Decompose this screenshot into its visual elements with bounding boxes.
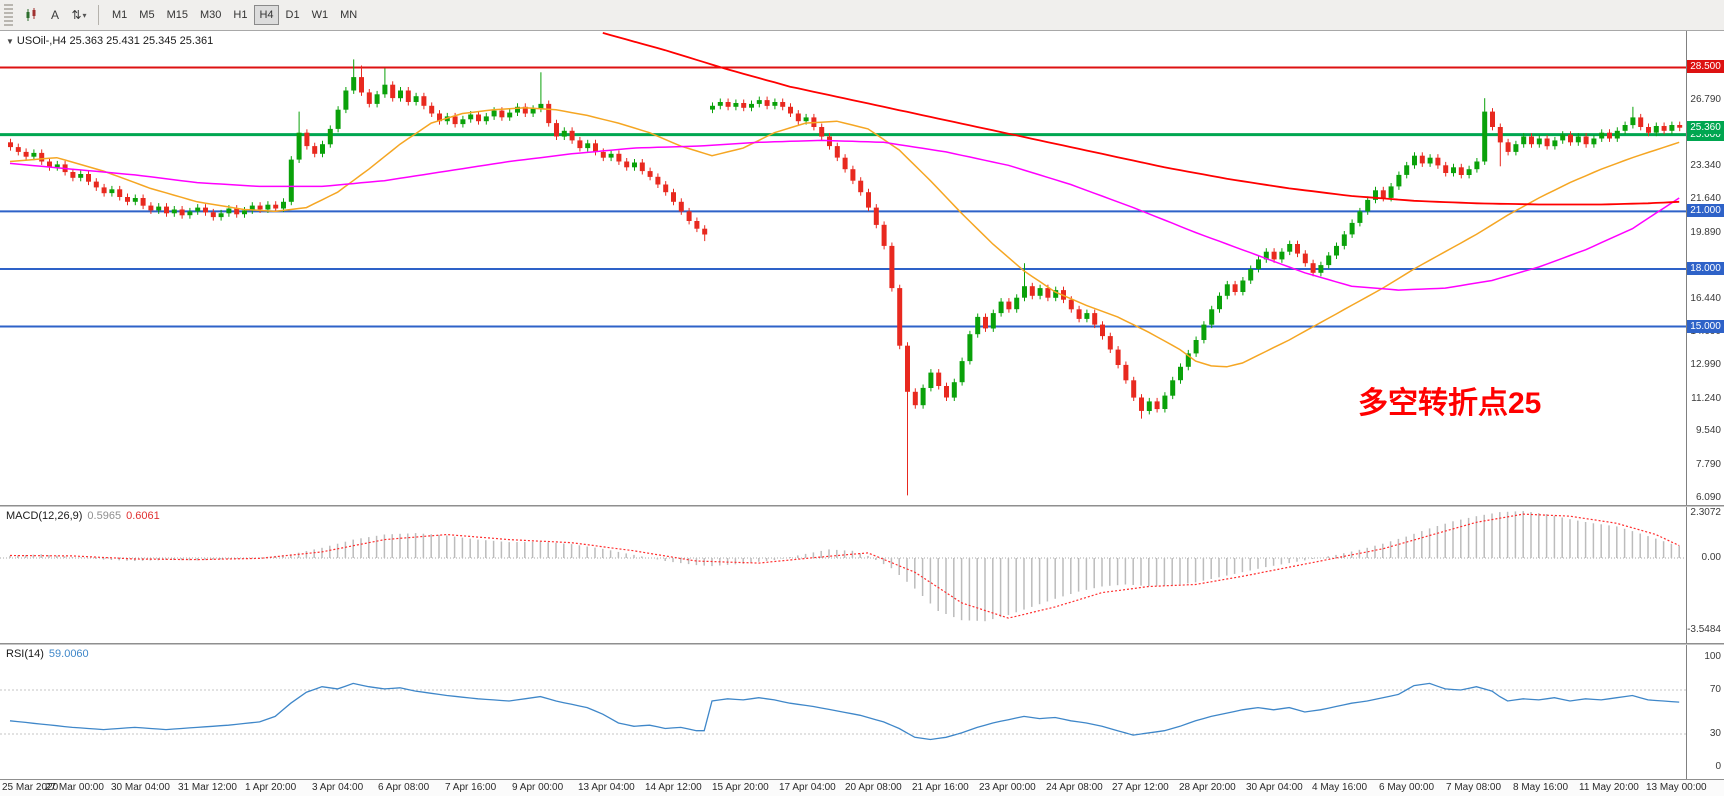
- time-axis-label: 21 Apr 16:00: [912, 782, 969, 793]
- scale-label: 16.440: [1690, 292, 1721, 304]
- macd-panel: MACD(12,26,9) 0.5965 0.6061 2.3072 0.00 -3.5…: [0, 507, 1724, 643]
- scale-label: 2.3072: [1690, 507, 1721, 518]
- price-badge: 25.360: [1687, 120, 1724, 134]
- time-axis-label: 28 Apr 20:00: [1179, 782, 1236, 793]
- rsi-canvas[interactable]: [0, 645, 1686, 779]
- time-axis-label: 1 Apr 20:00: [245, 782, 297, 793]
- top-toolbar: A ⇅ ▾ M1 M5 M15 M30 H1 H4 D1 W1 MN: [0, 0, 1724, 31]
- time-axis-label: 9 Apr 00:00: [512, 782, 564, 793]
- scale-arrows-button[interactable]: ⇅ ▾: [68, 4, 90, 26]
- main-chart-canvas[interactable]: [0, 31, 1686, 505]
- price-badge: 28.500: [1687, 60, 1724, 74]
- time-axis-label: 17 Apr 04:00: [779, 782, 836, 793]
- timeframe-button-h1[interactable]: H1: [233, 9, 248, 21]
- time-axis[interactable]: 25 Mar 2020 27 Mar 00:00 30 Mar 04:00 31 Ma…: [0, 779, 1724, 796]
- price-badge: 21.000: [1687, 204, 1724, 218]
- panel-divider[interactable]: [0, 505, 1724, 507]
- chart-title: ▼ USOil-,H4 25.363 25.431 25.345 25.361: [6, 35, 213, 47]
- panel-divider[interactable]: [0, 643, 1724, 645]
- toolbar-drag-handle[interactable]: [4, 4, 13, 26]
- scale-label: 6.090: [1695, 491, 1721, 503]
- time-axis-label: 6 Apr 08:00: [378, 782, 430, 793]
- scale-label: 21.640: [1690, 193, 1721, 205]
- text-label-button[interactable]: A: [50, 8, 59, 22]
- chart-stack: ▼ USOil-,H4 25.363 25.431 25.345 25.361 多…: [0, 31, 1724, 796]
- scale-label: 7.790: [1695, 458, 1721, 470]
- time-axis-label: 3 Apr 04:00: [312, 782, 364, 793]
- rsi-scale[interactable]: 100 70 30 0: [1686, 645, 1724, 779]
- candlestick-icon: [26, 8, 36, 21]
- time-axis-label: 24 Apr 08:00: [1046, 782, 1103, 793]
- macd-name: MACD(12,26,9): [6, 510, 83, 522]
- timeframe-button-m15[interactable]: M15: [166, 9, 188, 21]
- scale-label: -3.5484: [1687, 624, 1721, 636]
- toolbar-separator: [98, 5, 99, 25]
- scale-label: 9.540: [1695, 425, 1721, 437]
- scale-label: 19.890: [1690, 226, 1721, 238]
- timeframe-button-h4[interactable]: H4: [254, 5, 279, 25]
- scale-label: 26.790: [1690, 94, 1721, 106]
- timeframe-toolbar: M1 M5 M15 M30 H1 H4 D1 W1 MN: [106, 5, 363, 25]
- macd-scale[interactable]: 2.3072 0.00 -3.5484: [1686, 507, 1724, 643]
- time-axis-label: 27 Apr 12:00: [1112, 782, 1169, 793]
- scale-label: 100: [1704, 651, 1721, 663]
- time-axis-label: 13 May 00:00: [1646, 782, 1707, 793]
- scale-label: 70: [1709, 684, 1721, 696]
- up-down-arrows-icon: ⇅: [71, 8, 82, 22]
- rsi-label: RSI(14) 59.0060: [6, 648, 89, 660]
- rsi-name: RSI(14): [6, 648, 44, 660]
- time-axis-label: 7 Apr 16:00: [445, 782, 497, 793]
- chevron-down-icon: ▾: [82, 10, 87, 20]
- price-badge: 18.000: [1687, 261, 1724, 275]
- macd-main-value: 0.5965: [87, 510, 122, 522]
- time-axis-label: 8 May 16:00: [1513, 782, 1569, 793]
- time-axis-label: 27 Mar 00:00: [45, 782, 104, 793]
- time-axis-label: 13 Apr 04:00: [578, 782, 635, 793]
- main-chart-panel: ▼ USOil-,H4 25.363 25.431 25.345 25.361 多…: [0, 31, 1724, 505]
- price-scale[interactable]: 26.79023.34021.64019.89016.44014.69012.9…: [1686, 31, 1724, 505]
- timeframe-button-m1[interactable]: M1: [112, 9, 128, 21]
- time-axis-label: 31 Mar 12:00: [178, 782, 237, 793]
- macd-canvas[interactable]: [0, 507, 1686, 643]
- symbol-ohlc-text: USOil-,H4 25.363 25.431 25.345 25.361: [16, 35, 214, 47]
- time-axis-label: 30 Apr 04:00: [1246, 782, 1303, 793]
- scale-label: 0.00: [1701, 551, 1721, 563]
- macd-label: MACD(12,26,9) 0.5965 0.6061: [6, 510, 160, 522]
- time-axis-label: 11 May 20:00: [1579, 782, 1639, 793]
- chart-annotation-text[interactable]: 多空转折点25: [1358, 387, 1542, 420]
- candlestick-chart-icon-button[interactable]: [20, 4, 42, 26]
- rsi-panel: RSI(14) 59.0060 100 70 30 0: [0, 645, 1724, 779]
- scale-label: 0: [1715, 760, 1721, 772]
- price-badge: 15.000: [1687, 319, 1724, 333]
- collapse-triangle-icon[interactable]: ▼: [6, 37, 14, 46]
- timeframe-button-w1[interactable]: W1: [311, 9, 329, 21]
- scale-label: 11.240: [1691, 392, 1721, 404]
- timeframe-button-m30[interactable]: M30: [199, 9, 222, 21]
- scale-label: 12.990: [1690, 359, 1721, 371]
- time-axis-label: 20 Apr 08:00: [845, 782, 902, 793]
- time-axis-label: 25 Mar 2020: [2, 782, 59, 793]
- time-axis-label: 30 Mar 04:00: [111, 782, 170, 793]
- timeframe-button-d1[interactable]: D1: [285, 9, 300, 21]
- timeframe-button-mn[interactable]: MN: [340, 9, 358, 21]
- time-axis-label: 6 May 00:00: [1379, 782, 1435, 793]
- timeframe-button-m5[interactable]: M5: [139, 9, 155, 21]
- time-axis-label: 14 Apr 12:00: [645, 782, 702, 793]
- scale-label: 30: [1709, 727, 1721, 739]
- scale-label: 23.340: [1690, 160, 1721, 172]
- time-axis-label: 4 May 16:00: [1312, 782, 1368, 793]
- time-axis-label: 15 Apr 20:00: [712, 782, 769, 793]
- time-axis-label: 7 May 08:00: [1446, 782, 1502, 793]
- rsi-value: 59.0060: [48, 648, 89, 660]
- time-axis-label: 23 Apr 00:00: [979, 782, 1036, 793]
- macd-signal-value: 0.6061: [126, 510, 160, 522]
